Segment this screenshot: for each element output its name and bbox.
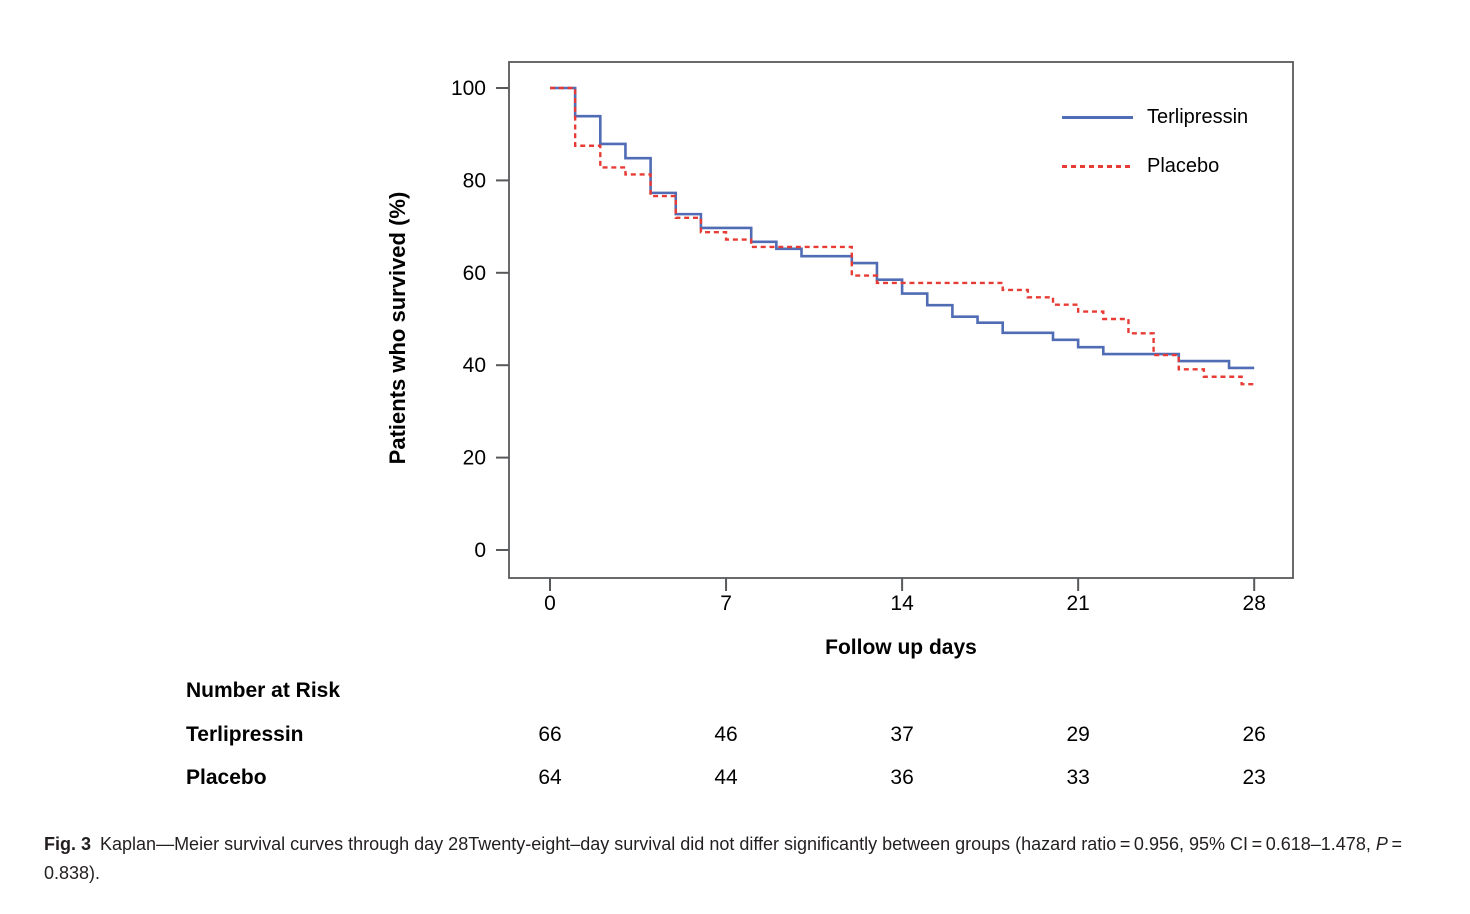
- figure-caption-p-symbol: P: [1375, 834, 1388, 854]
- y-tick-label: 20: [463, 447, 486, 470]
- legend-item-terlipressin: Terlipressin: [1062, 106, 1248, 128]
- at-risk-terlipressin-day-14: 37: [890, 723, 914, 746]
- legend-label-terlipressin: Terlipressin: [1147, 105, 1249, 128]
- x-tick-label: 21: [1066, 592, 1089, 615]
- at-risk-row-label-placebo: Placebo: [186, 766, 267, 789]
- placebo-survival-curve: [550, 86, 1255, 386]
- plot-frame: [508, 61, 1294, 579]
- figure-caption-text-end: = 0.838).: [44, 834, 1406, 883]
- legend-label-placebo: Placebo: [1147, 154, 1220, 177]
- at-risk-placebo-day-0: 64: [538, 766, 562, 789]
- terlipressin-solid-line-swatch: [1062, 115, 1133, 119]
- at-risk-terlipressin-day-7: 46: [714, 723, 738, 746]
- y-axis-title: Patients who survived (%): [385, 191, 410, 465]
- at-risk-placebo-day-14: 36: [890, 766, 914, 789]
- at-risk-terlipressin-day-0: 66: [538, 723, 562, 746]
- y-tick-label: 100: [451, 77, 486, 100]
- number-at-risk-heading: Number at Risk: [186, 679, 341, 702]
- x-tick-label: 0: [544, 592, 556, 615]
- y-tick-label: 0: [474, 539, 486, 562]
- y-tick-label: 40: [463, 354, 486, 377]
- at-risk-placebo-day-28: 23: [1242, 766, 1266, 789]
- terlipressin-survival-curve: [550, 86, 1255, 370]
- x-tick-label: 7: [720, 592, 732, 615]
- figure-caption: Fig. 3 Kaplan—Meier survival curves throu…: [44, 830, 1446, 888]
- y-tick-label: 60: [463, 262, 486, 285]
- x-tick-label: 14: [890, 592, 914, 615]
- figure-caption-text: Kaplan—Meier survival curves through day…: [100, 834, 1376, 854]
- legend-item-placebo: Placebo: [1062, 155, 1219, 177]
- at-risk-terlipressin-day-21: 29: [1066, 723, 1090, 746]
- placebo-dashed-line-swatch: [1062, 164, 1133, 168]
- y-tick-label: 80: [463, 169, 486, 192]
- x-tick-label: 28: [1243, 592, 1266, 615]
- figure-caption-label: Fig. 3: [44, 834, 92, 854]
- at-risk-placebo-day-21: 33: [1066, 766, 1090, 789]
- at-risk-row-label-terlipressin: Terlipressin: [186, 723, 304, 746]
- x-axis-title: Follow up days: [825, 636, 977, 659]
- at-risk-placebo-day-7: 44: [714, 766, 738, 789]
- at-risk-terlipressin-day-28: 26: [1242, 723, 1266, 746]
